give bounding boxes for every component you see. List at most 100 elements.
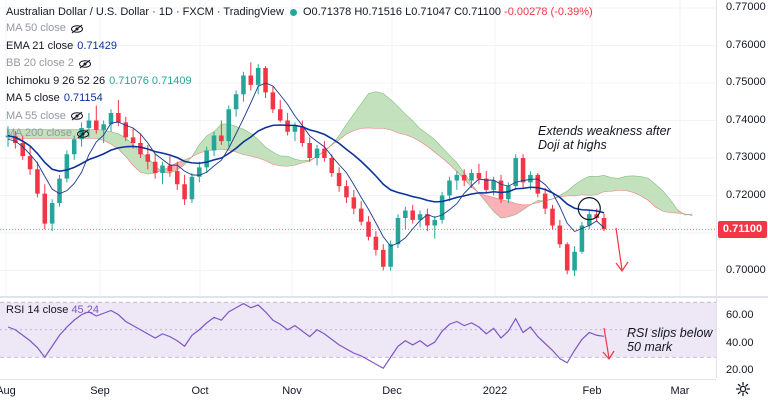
candle [564, 242, 570, 275]
candle [27, 146, 33, 175]
candle [263, 66, 268, 98]
rsi-label[interactable]: RSI 14 close [6, 304, 69, 316]
candle [13, 131, 18, 149]
candle [314, 144, 320, 166]
rsi-tick-label: 20.00 [726, 364, 754, 376]
rsi-tick-label: 40.00 [726, 336, 754, 349]
candle [174, 161, 180, 190]
eye-hidden-icon[interactable] [70, 24, 84, 34]
candle [336, 167, 342, 192]
price-chart[interactable] [0, 0, 716, 296]
candle [307, 137, 312, 162]
eye-hidden-icon[interactable] [76, 129, 90, 139]
candle [64, 150, 70, 183]
candle [425, 208, 430, 232]
indicator-value: 0.71076 0.71409 [109, 74, 192, 87]
symbol-title[interactable]: Australian Dollar / U.S. Dollar · 1D · F… [6, 6, 284, 18]
time-label: Aug [0, 385, 16, 397]
market-status-icon [289, 8, 297, 16]
rsi-down-arrow-icon [602, 327, 615, 361]
candle [189, 173, 195, 203]
candle [542, 188, 548, 215]
indicator-name: MA 55 close [6, 109, 66, 122]
indicator-row[interactable]: BB 20 close 2 [6, 55, 593, 73]
ohlc-values: O0.71378 H0.71516 L0.71047 C0.71100 -0.0… [302, 6, 593, 18]
price-annotation: Extends weakness after Doji at highs [538, 124, 671, 152]
indicator-name: BB 20 close 2 [6, 57, 74, 69]
candle [579, 221, 585, 254]
indicator-name: MA 50 close [6, 22, 66, 34]
indicator-value: 0.71154 [63, 92, 103, 104]
candle [160, 161, 165, 185]
candle [241, 71, 246, 102]
indicator-row[interactable]: EMA 21 close 0.71429 [6, 38, 593, 56]
ema21-line [7, 124, 605, 214]
time-label: Sep [90, 385, 110, 397]
candle [219, 120, 224, 145]
candle [461, 169, 467, 187]
candle [432, 216, 438, 239]
indicator-name: MA 200 close [6, 127, 73, 139]
candle [233, 90, 239, 117]
candle [152, 154, 158, 179]
price-axis[interactable]: 0.77000 0.76000 0.75000 0.74000 0.73000 0.720… [716, 0, 768, 296]
rsi-axis[interactable]: 60.00 40.00 20.00 [716, 298, 768, 378]
change-value: -0.00278 (-0.39%) [504, 6, 593, 18]
candle [476, 163, 482, 185]
price-tick-label: 0.76000 [726, 38, 766, 51]
candle [226, 105, 232, 147]
price-chart-pane[interactable]: Australian Dollar / U.S. Dollar · 1D · F… [0, 0, 716, 296]
candle [344, 180, 349, 203]
candle [557, 219, 563, 248]
last-price-tag: 0.71100 [718, 220, 767, 238]
candle [101, 120, 106, 143]
eye-hidden-icon[interactable] [78, 59, 92, 69]
time-label: Feb [582, 385, 602, 397]
candle [211, 131, 217, 157]
candle [373, 231, 379, 256]
candle [204, 146, 209, 173]
rsi-legend: RSI 14 close 45.24 [6, 304, 99, 316]
candle [513, 154, 518, 190]
price-tick-label: 0.70000 [726, 263, 766, 276]
candle [329, 154, 335, 177]
price-tick-label: 0.72000 [726, 188, 766, 201]
candle [417, 210, 423, 228]
candle [248, 62, 254, 91]
eye-hidden-icon[interactable] [70, 111, 84, 121]
candle [108, 109, 114, 132]
rsi-value: 45.24 [71, 304, 99, 316]
time-label: Dec [382, 385, 402, 397]
indicator-row[interactable]: MA 50 close [6, 20, 593, 38]
candle [395, 214, 401, 248]
candle [167, 156, 173, 177]
candle [439, 191, 445, 224]
time-label: Oct [191, 385, 209, 397]
candle [270, 86, 276, 113]
indicator-name: EMA 21 close [6, 39, 74, 52]
ma5-line [7, 82, 605, 247]
ichimoku-cloud [8, 91, 693, 219]
candle [403, 206, 408, 230]
candle [20, 135, 25, 160]
time-label: Mar [670, 385, 690, 397]
indicator-value: 0.71429 [77, 39, 118, 52]
rsi-annotation: RSI slips below 50 mark [627, 326, 713, 354]
indicator-row[interactable]: MA 5 close 0.71154 [6, 90, 593, 108]
rsi-chart[interactable] [0, 298, 716, 378]
rsi-pane[interactable]: RSI 14 close 45.24 RSI slips below 50 ma… [0, 298, 716, 378]
price-tick-label: 0.77000 [726, 1, 766, 13]
time-axis[interactable]: Aug Sep Oct Nov Dec 2022 Feb Mar [0, 379, 716, 402]
candle [447, 176, 452, 202]
price-tick-label: 0.75000 [726, 76, 766, 88]
candle [71, 135, 77, 160]
candle [35, 161, 40, 198]
indicator-row[interactable]: Ichimoku 9 26 52 26 0.71076 0.71409 [6, 73, 593, 91]
candle [5, 126, 11, 147]
title-row: Australian Dollar / U.S. Dollar · 1D · F… [6, 4, 593, 20]
indicator-row[interactable]: MA 55 close [6, 108, 593, 126]
indicator-name: Ichimoku 9 26 52 26 [6, 74, 106, 87]
pane-separator[interactable] [0, 296, 768, 298]
gear-icon[interactable] [735, 381, 751, 397]
indicator-row[interactable]: MA 200 close [6, 125, 593, 143]
